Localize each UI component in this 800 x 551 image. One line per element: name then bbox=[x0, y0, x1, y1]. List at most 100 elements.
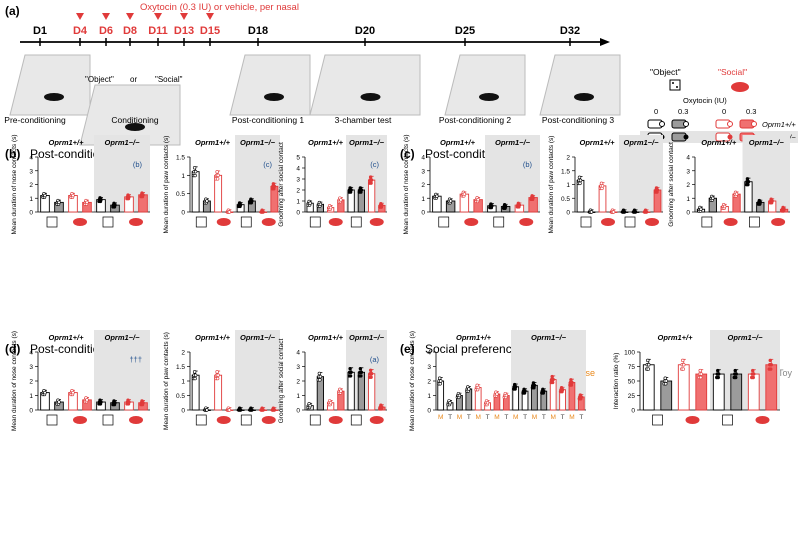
y-axis-label: Mean duration of nose contacts (s) bbox=[409, 331, 416, 431]
dice-icon bbox=[195, 216, 207, 228]
y-tick-label: 3 bbox=[686, 168, 690, 175]
y-tick-label: 2 bbox=[566, 155, 570, 162]
data-point bbox=[504, 393, 509, 398]
bar bbox=[191, 374, 200, 411]
panel-a-label: (a) bbox=[5, 4, 20, 18]
data-point bbox=[663, 376, 667, 380]
bar bbox=[367, 179, 376, 213]
chart-c-4: Oprm1+/+ Oprm1−/− 0 0.5 1 1.5 2 Mean duration o… bbox=[548, 135, 663, 233]
data-point bbox=[600, 184, 605, 188]
data-point bbox=[711, 196, 715, 200]
y-tick-label: 0 bbox=[566, 210, 570, 217]
y-tick-label: 1.5 bbox=[561, 168, 570, 175]
bar bbox=[677, 364, 690, 411]
timeline-arrow bbox=[600, 38, 610, 46]
data-point bbox=[768, 358, 772, 363]
annotation-label: (b) bbox=[523, 160, 533, 169]
treatment-arrow bbox=[154, 13, 162, 20]
data-point bbox=[368, 175, 373, 179]
genotype-label-ko: Oprm1−/− bbox=[727, 333, 763, 342]
dice-icon bbox=[240, 414, 252, 426]
data-point bbox=[127, 400, 131, 404]
y-tick-label: 2 bbox=[296, 379, 300, 386]
data-point bbox=[238, 408, 243, 412]
data-point bbox=[681, 358, 685, 363]
data-point bbox=[192, 370, 197, 374]
plots: Oprm1+/+ Oprm1−/− 0 1 2 3 4 Mean duration of no… bbox=[11, 134, 790, 431]
y-tick-label: 0 bbox=[631, 408, 635, 415]
y-tick-label: 0.5 bbox=[176, 393, 185, 400]
red-mouse-icon bbox=[73, 416, 87, 424]
data-point bbox=[589, 210, 594, 214]
genotype-label-ko: Oprm1−/− bbox=[623, 138, 659, 147]
data-point bbox=[490, 204, 494, 208]
legend-oxytocin-label: Oxytocin (IU) bbox=[683, 96, 727, 105]
red-mouse-icon bbox=[369, 218, 384, 226]
y-tick-label: 4 bbox=[29, 155, 33, 162]
annotation-label: (b) bbox=[133, 160, 143, 169]
conditioning-or-label: or bbox=[130, 75, 137, 84]
data-point bbox=[682, 363, 686, 367]
data-point bbox=[261, 408, 265, 412]
data-point bbox=[369, 375, 373, 379]
bar bbox=[316, 376, 325, 411]
data-point bbox=[57, 400, 61, 404]
phase-label: Pre-conditioning bbox=[4, 115, 66, 125]
data-point bbox=[517, 203, 522, 207]
genotype-label-ko: Oprm1−/− bbox=[349, 333, 385, 342]
chart-c-5: Oprm1+/+ Oprm1−/− 0 1 2 3 4 Grooming after soci… bbox=[668, 135, 790, 228]
red-mouse-icon bbox=[261, 416, 276, 424]
chart-d-6: Oprm1+/+ Oprm1−/− 0 1 2 3 4 Mean duration of no… bbox=[11, 330, 150, 431]
legend-dose-2: 0 bbox=[722, 107, 726, 116]
y-tick-label: 25 bbox=[628, 393, 636, 400]
red-mouse-icon bbox=[216, 218, 231, 226]
bar bbox=[214, 374, 223, 411]
mt-label: T bbox=[523, 414, 527, 421]
data-point bbox=[85, 200, 89, 205]
day-label: D6 bbox=[99, 25, 113, 37]
annotation-label: ††† bbox=[129, 355, 142, 364]
red-mouse-icon bbox=[601, 218, 615, 226]
treatment-arrow bbox=[126, 13, 134, 20]
data-point bbox=[752, 372, 756, 376]
day-label: D1 bbox=[33, 25, 47, 37]
y-axis-label: Mean duration of nose contacts (s) bbox=[403, 134, 410, 234]
y-tick-label: 1 bbox=[181, 173, 185, 180]
chart-e-9: Oprm1+/+ Oprm1−/− 0 1 2 3 4 Mean duration of no… bbox=[409, 330, 586, 431]
data-point bbox=[215, 177, 220, 181]
data-point bbox=[272, 184, 277, 189]
data-point bbox=[216, 373, 220, 377]
data-point bbox=[71, 193, 75, 198]
phase-label: Post-conditioning 3 bbox=[542, 115, 615, 125]
data-point bbox=[644, 210, 649, 214]
y-tick-label: 1 bbox=[296, 393, 300, 400]
legend-dose-1: 0.3 bbox=[678, 107, 688, 116]
day-label: D13 bbox=[174, 25, 194, 37]
data-point bbox=[359, 374, 363, 378]
data-point bbox=[495, 392, 499, 396]
y-tick-label: 1.5 bbox=[176, 155, 185, 162]
genotype-label-wt: Oprm1+/+ bbox=[701, 138, 737, 147]
red-mouse-icon bbox=[519, 218, 534, 226]
red-mouse-icon bbox=[216, 416, 231, 424]
data-point bbox=[633, 210, 638, 214]
y-tick-label: 3 bbox=[421, 168, 425, 175]
y-axis-label: Mean duration of paw contacts (s) bbox=[163, 332, 170, 430]
red-mouse-icon bbox=[723, 218, 738, 226]
y-tick-label: 1 bbox=[427, 393, 431, 400]
mt-label: T bbox=[542, 414, 546, 421]
data-point bbox=[215, 170, 219, 174]
dice-icon bbox=[102, 414, 114, 426]
y-tick-label: 1 bbox=[421, 196, 425, 203]
data-point bbox=[448, 199, 453, 203]
y-tick-label: 0 bbox=[296, 408, 300, 415]
y-tick-label: 1 bbox=[566, 182, 570, 189]
data-point bbox=[577, 175, 582, 180]
data-point bbox=[523, 389, 527, 393]
red-mouse-icon bbox=[328, 218, 343, 226]
mouse-icon bbox=[125, 123, 145, 131]
y-tick-label: 1 bbox=[181, 379, 185, 386]
data-point bbox=[205, 199, 209, 203]
mouse-icon bbox=[479, 93, 499, 101]
red-mouse-icon bbox=[328, 416, 343, 424]
